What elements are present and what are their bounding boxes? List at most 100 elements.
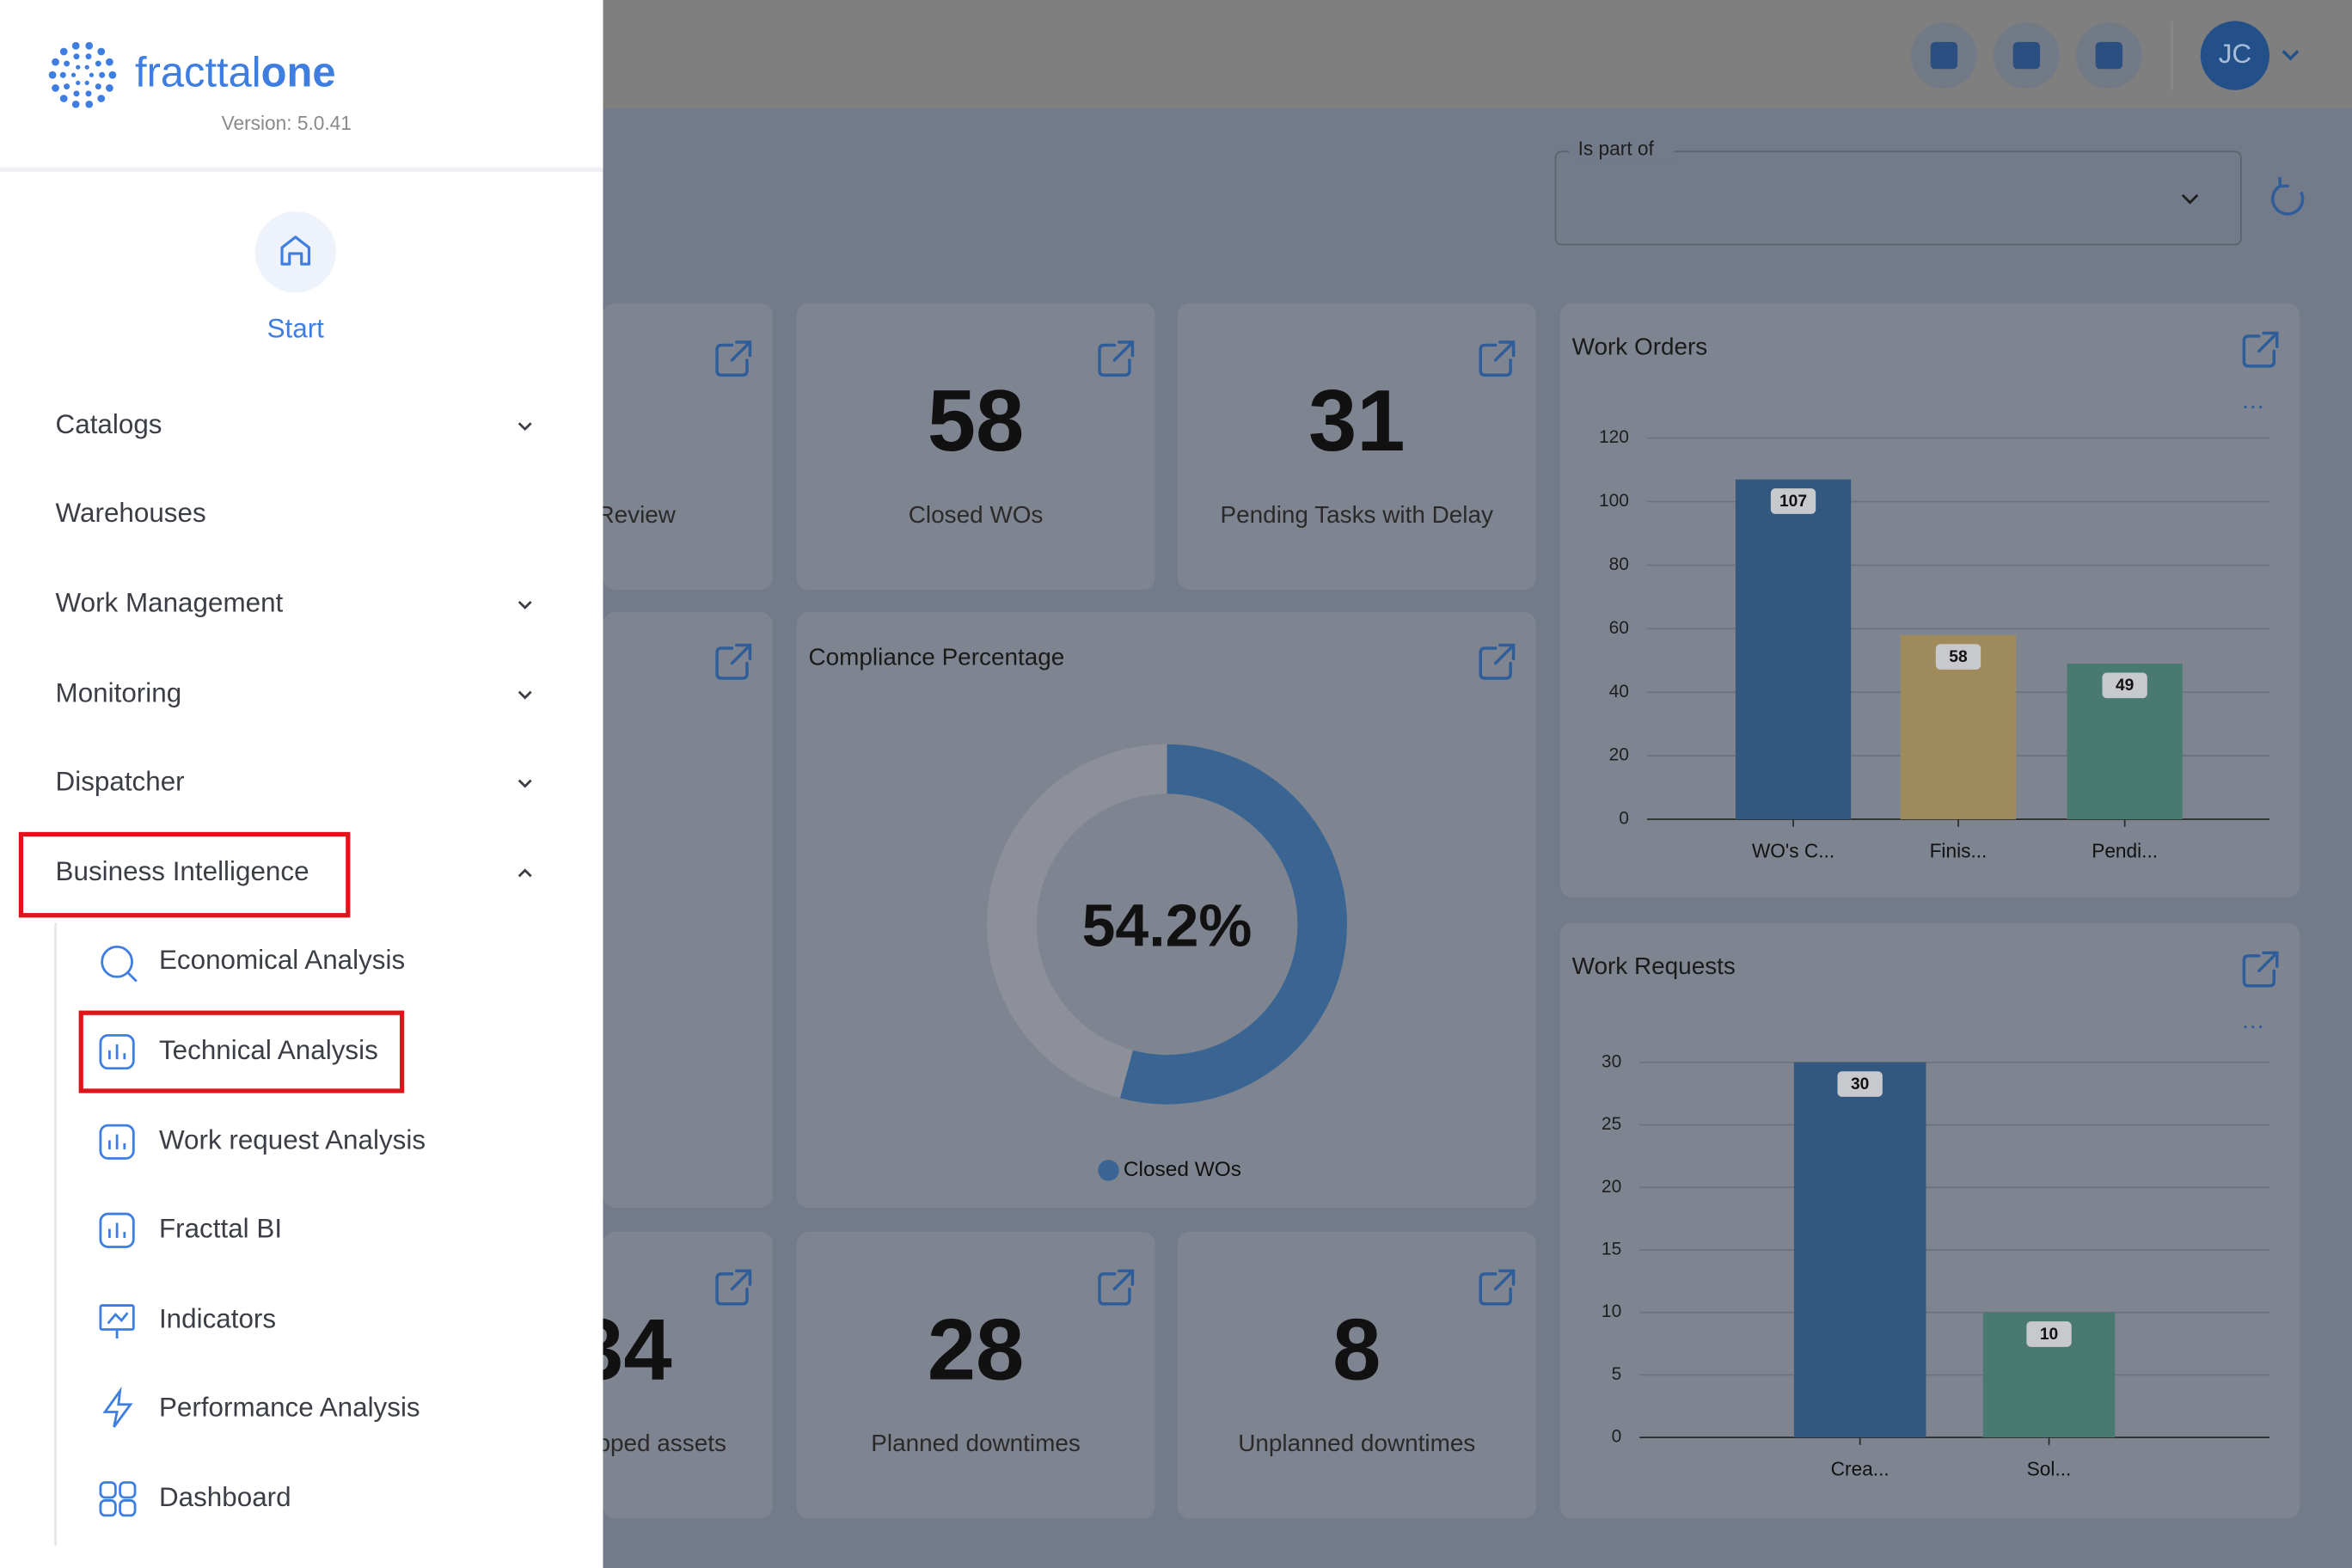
menu-item[interactable]: Dispatcher — [56, 766, 185, 796]
submenu-item[interactable]: Performance Analysis — [159, 1392, 420, 1422]
open-widget-icon[interactable] — [1479, 340, 1516, 377]
icon-shape — [1493, 1269, 1516, 1291]
start-button-bg[interactable] — [254, 211, 336, 293]
home-icon — [280, 236, 311, 266]
logo-dot — [97, 47, 106, 56]
kpi-label: Pending Tasks with Delay — [1221, 501, 1493, 528]
submenu-icon — [99, 1033, 135, 1070]
menu-item[interactable]: Catalogs — [56, 409, 162, 439]
open-widget-icon[interactable] — [1098, 340, 1135, 377]
open-widget-icon[interactable] — [2242, 951, 2279, 988]
toolbar-icon — [2095, 41, 2123, 70]
submenu-icon — [99, 1124, 135, 1160]
menu-item[interactable]: Warehouses — [56, 498, 206, 528]
kpi-value: 28 — [928, 1302, 1025, 1399]
avatar[interactable] — [2200, 21, 2270, 90]
submenu-item[interactable]: Economical Analysis — [159, 945, 405, 975]
kpi-value: 58 — [928, 372, 1025, 469]
chevron-down — [518, 422, 532, 432]
menu-item[interactable]: Work Management — [56, 588, 284, 618]
y-tick-label: 30 — [1602, 1051, 1621, 1071]
y-tick-label: 0 — [1619, 809, 1629, 829]
logo-dot — [71, 100, 80, 108]
y-tick-label: 80 — [1609, 554, 1629, 574]
start-label[interactable]: Start — [267, 313, 325, 343]
more-menu[interactable]: … — [2241, 1007, 2265, 1033]
icon-shape — [107, 1222, 126, 1238]
widget-title: Work Requests — [1572, 952, 1736, 979]
y-tick-label: 40 — [1609, 682, 1629, 701]
icon-shape — [730, 340, 752, 362]
open-widget-icon[interactable] — [715, 643, 752, 680]
submenu-item[interactable]: Indicators — [159, 1303, 276, 1333]
highlight-box — [18, 831, 351, 918]
data-label: 10 — [2040, 1326, 2058, 1344]
refresh-icon[interactable] — [2271, 176, 2305, 216]
logo-dot — [99, 71, 106, 78]
submenu-item[interactable]: Technical Analysis — [159, 1035, 378, 1065]
open-widget-icon[interactable] — [715, 1269, 752, 1306]
icon-shape — [1098, 1272, 1131, 1306]
icon-shape — [99, 1033, 135, 1070]
data-label: 49 — [2116, 677, 2134, 695]
open-widget-icon[interactable] — [715, 340, 752, 377]
y-tick-label: 120 — [1599, 427, 1629, 447]
kpi-label: Unplanned downtimes — [1238, 1430, 1475, 1456]
icon-shape — [107, 1312, 129, 1338]
data-label-bg — [2102, 672, 2147, 699]
y-tick-label: 5 — [1612, 1364, 1622, 1384]
icon-shape — [99, 1481, 117, 1499]
icon-shape — [1493, 340, 1516, 362]
filter-label-bg — [1569, 138, 1675, 162]
icon-shape — [1112, 1269, 1135, 1291]
logo-dot — [59, 71, 66, 78]
logo-dot — [95, 60, 101, 67]
x-tick-label: Sol... — [2027, 1458, 2072, 1480]
submenu-icon — [101, 945, 138, 983]
y-tick-label: 20 — [1602, 1177, 1621, 1197]
widget-title: Work Orders — [1572, 333, 1708, 359]
y-tick-label: 20 — [1609, 745, 1629, 765]
submenu-icon — [102, 1386, 133, 1428]
widget-title: Compliance Percentage — [809, 644, 1065, 671]
open-widget-icon[interactable] — [2242, 331, 2279, 368]
widget-card — [796, 303, 1155, 590]
icon-shape — [99, 1212, 135, 1248]
icon-shape — [1479, 1272, 1512, 1306]
menu-item[interactable]: Business Intelligence — [56, 856, 309, 886]
logo-dot — [106, 84, 113, 92]
logo-dot — [108, 70, 117, 79]
icon-shape — [1479, 646, 1512, 680]
kpi-label: pped assets — [597, 1430, 726, 1456]
chevron-down — [518, 690, 532, 700]
open-widget-icon[interactable] — [1479, 643, 1516, 680]
icon-shape — [119, 1499, 137, 1517]
more-menu[interactable]: … — [2241, 387, 2265, 413]
kpi-value: 31 — [1308, 372, 1406, 469]
logo-dot — [70, 72, 77, 77]
logo-dot — [95, 83, 101, 90]
icon-shape — [126, 971, 138, 983]
widget-card — [603, 612, 773, 1209]
x-tick-label: Crea... — [1831, 1458, 1890, 1480]
open-widget-icon[interactable] — [1098, 1269, 1135, 1306]
submenu-item[interactable]: Fracttal BI — [159, 1214, 282, 1244]
filter-box[interactable] — [1554, 150, 2242, 246]
logo-text: fracttalone — [135, 49, 335, 95]
y-tick-label: 100 — [1599, 491, 1629, 511]
filter-chevron — [2181, 193, 2199, 205]
menu-item[interactable]: Monitoring — [56, 677, 182, 707]
icon-shape — [101, 945, 133, 978]
icon-shape — [715, 343, 749, 377]
logo-dot — [71, 41, 80, 50]
kpi-value: 8 — [1332, 1302, 1381, 1399]
widget-card — [796, 1232, 1155, 1519]
submenu-item[interactable]: Work request Analysis — [159, 1125, 426, 1155]
open-widget-icon[interactable] — [1479, 1269, 1516, 1306]
logo-dot — [76, 64, 81, 70]
submenu-item[interactable]: Dashboard — [159, 1482, 291, 1512]
filter-label: Is part of — [1578, 138, 1655, 160]
logo-dot — [48, 70, 57, 79]
data-label: 107 — [1779, 493, 1807, 511]
